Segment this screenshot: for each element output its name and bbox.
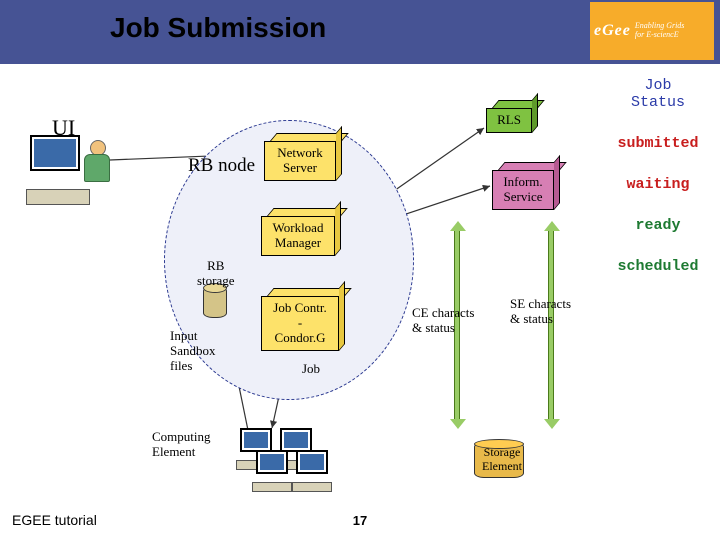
user-person-icon [80, 140, 118, 196]
se-characts-label: SE characts& status [510, 297, 571, 327]
ce-cluster-icon [234, 428, 334, 488]
status-waiting: waiting [608, 176, 708, 193]
input-sandbox-label: InputSandboxfiles [170, 329, 216, 374]
network-server-box: NetworkServer [264, 141, 336, 181]
inform-service-box: Inform.Service [492, 170, 554, 210]
workload-manager-box: WorkloadManager [261, 216, 335, 256]
status-scheduled: scheduled [608, 258, 708, 275]
rb-storage-cylinder [203, 286, 227, 318]
egee-logo: eGee Enabling Grids for E-sciencE [590, 2, 714, 60]
computing-element-label: ComputingElement [152, 430, 211, 460]
rb-storage-label: RBstorage [197, 259, 235, 289]
job-arrow-label: Job [302, 361, 320, 377]
logo-text: eGee [594, 22, 631, 40]
storage-element-label: StorageElement [482, 446, 522, 474]
rls-box: RLS [486, 108, 532, 133]
ui-label: UI [52, 115, 75, 141]
status-title: JobStatus [608, 78, 708, 111]
status-submitted: submitted [608, 135, 708, 152]
footer-left: EGEE tutorial [12, 512, 97, 528]
logo-subtext: Enabling Grids for E-sciencE [635, 22, 685, 40]
ce-characts-label: CE characts& status [412, 306, 474, 336]
status-column: JobStatus submitted waiting ready schedu… [608, 78, 708, 299]
rb-node-label: RB node [188, 155, 255, 177]
footer-page-number: 17 [353, 513, 367, 528]
status-ready: ready [608, 217, 708, 234]
slide-title: Job Submission [110, 12, 326, 44]
job-controller-box: Job Contr.-Condor.G [261, 296, 339, 351]
